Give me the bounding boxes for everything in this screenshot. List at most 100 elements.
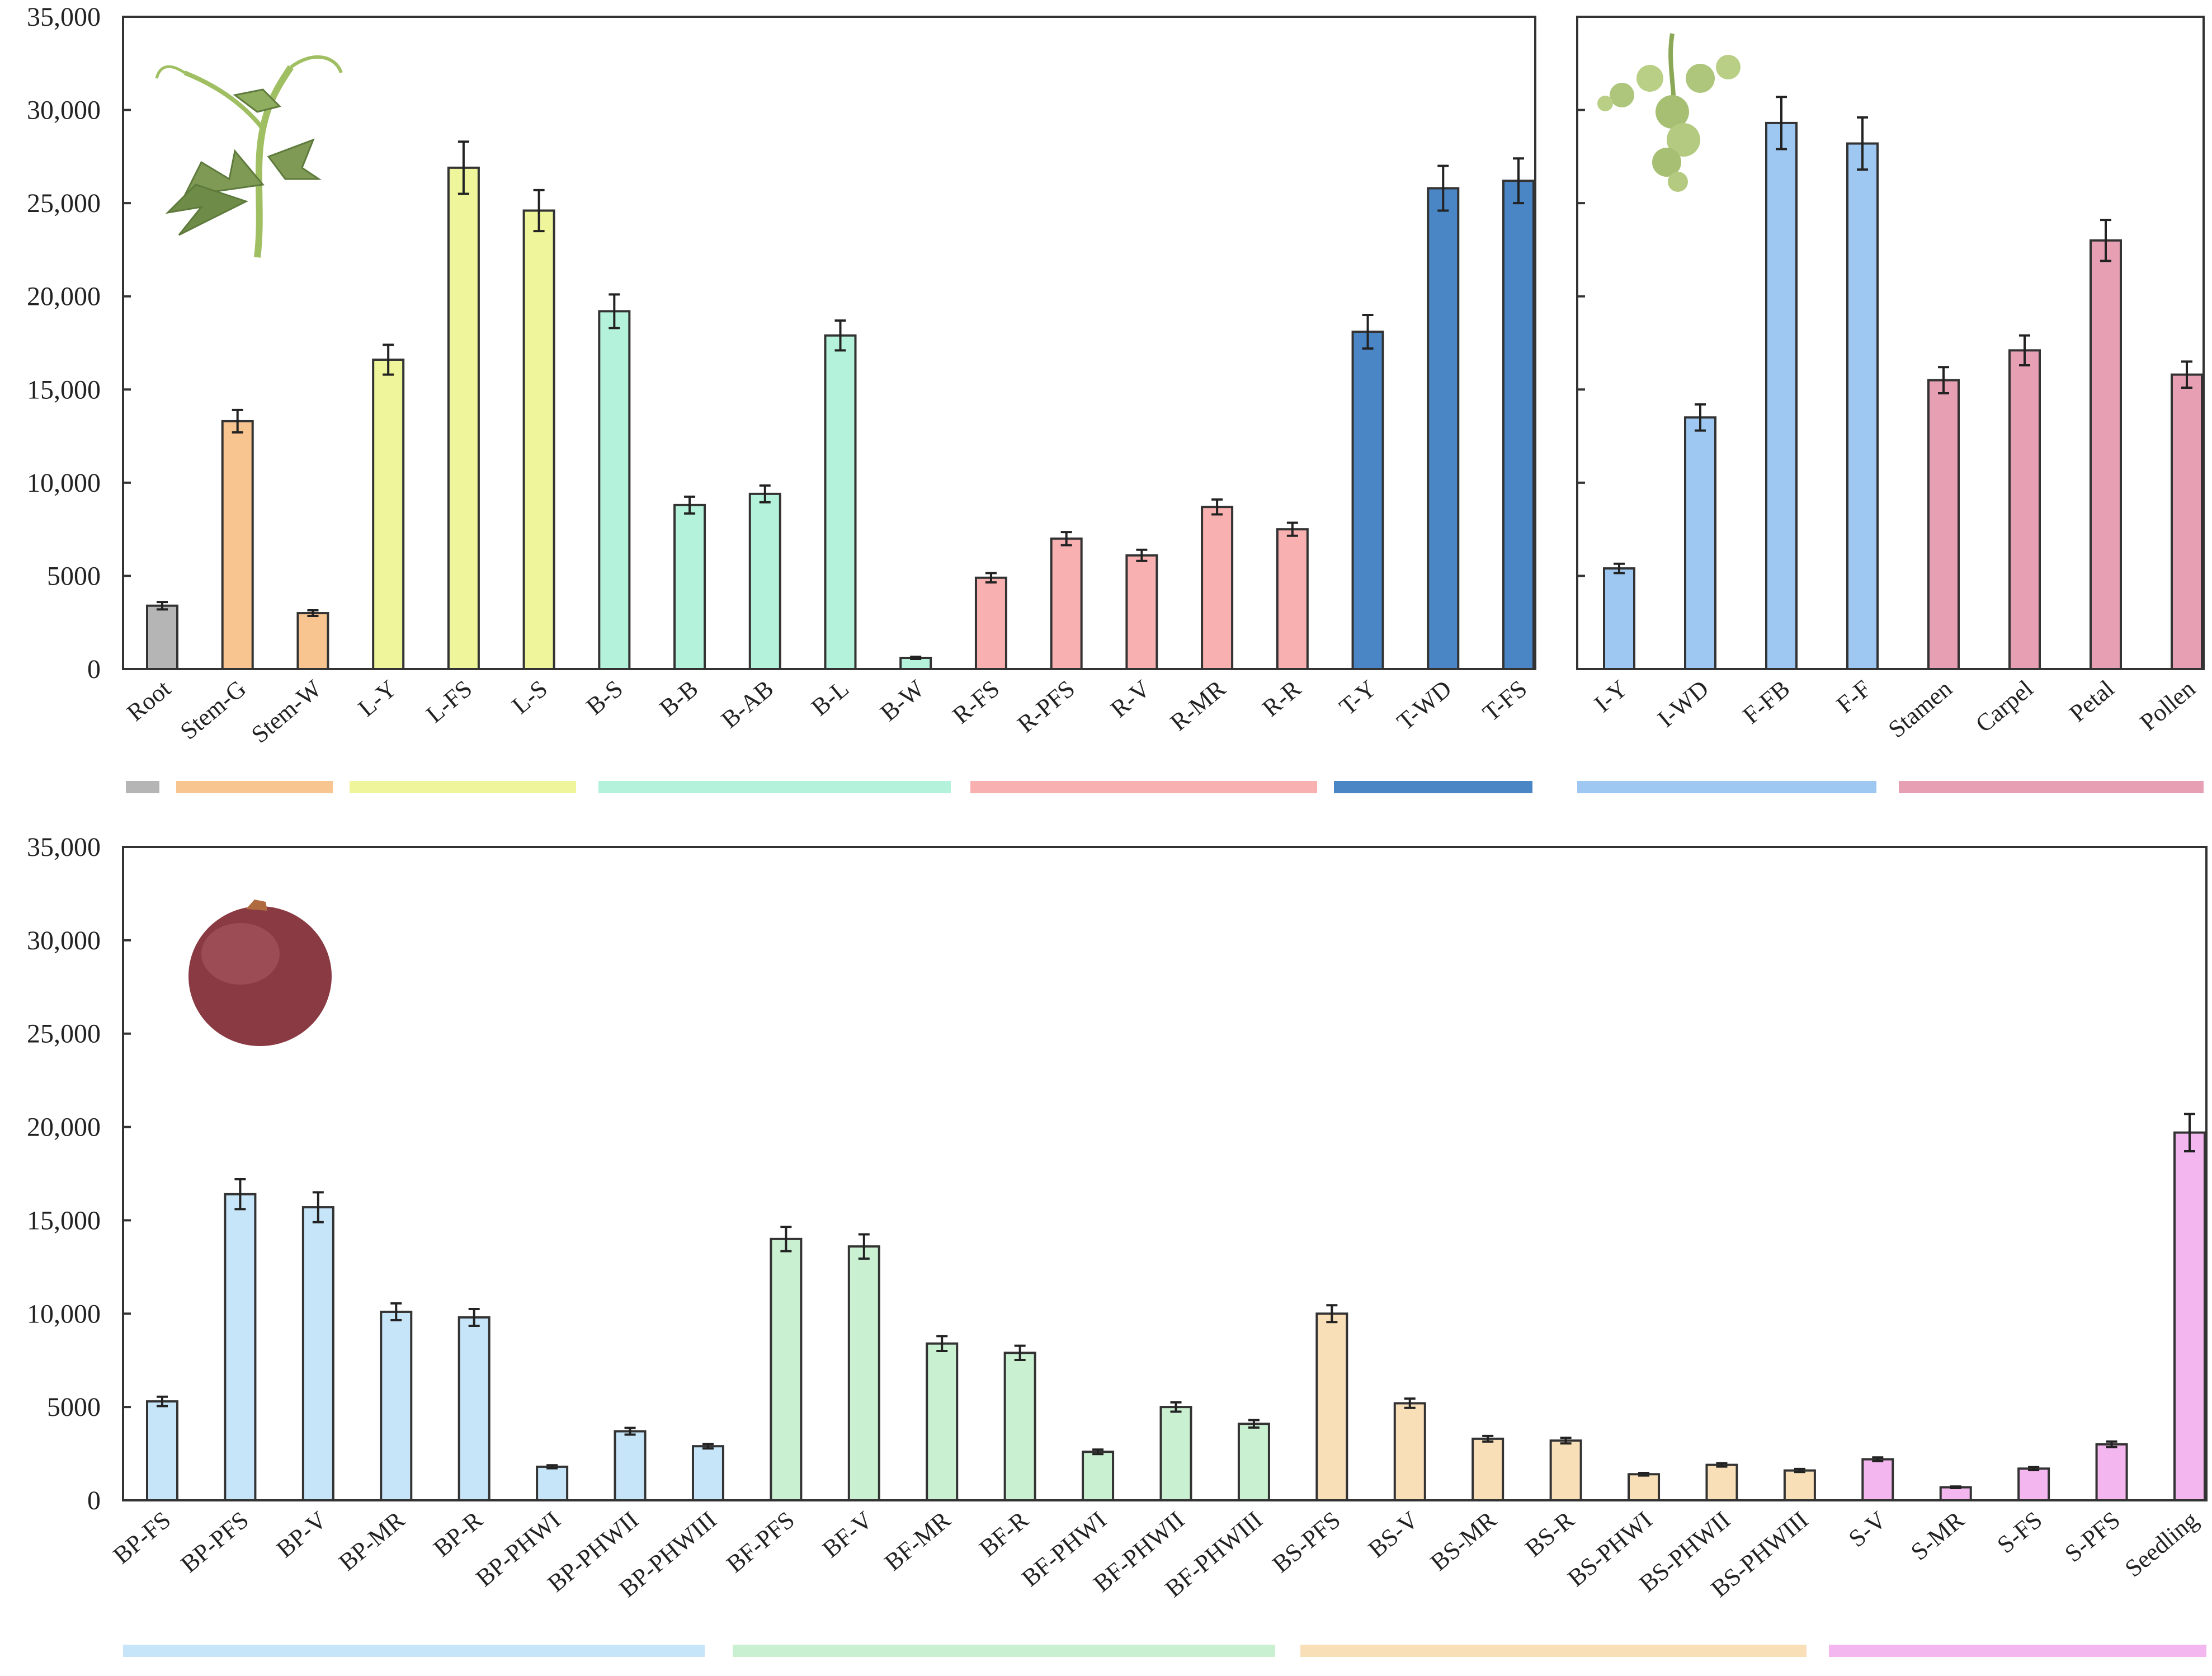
x-tick-label: Pollen [2135, 675, 2201, 736]
bar-b-l [824, 334, 857, 670]
x-tick-label: R-R [1257, 675, 1307, 722]
error-bar-bp-fs [157, 1395, 168, 1407]
bar-bs-v [1393, 1402, 1426, 1501]
y-tick-label: 30,000 [27, 926, 101, 955]
x-tick-label: S-PFS [2059, 1506, 2125, 1567]
bar-bp-fs [146, 1400, 178, 1501]
x-tick-label: BF-R [974, 1506, 1034, 1562]
bar-t-y [1351, 331, 1384, 670]
bar-bp-r [458, 1316, 490, 1501]
bar-f-fb [1765, 121, 1798, 671]
group-strip [1577, 781, 1876, 793]
group-strip [1300, 1645, 1807, 1657]
x-tick-label: BS-V [1363, 1506, 1423, 1563]
error-bar-seedling [2184, 1113, 2195, 1152]
x-tick-label: B-B [654, 675, 704, 722]
y-tick-label: 35,000 [27, 2, 101, 32]
bar-bp-phwiii [691, 1445, 724, 1502]
error-bar-bp-r [468, 1307, 480, 1327]
x-tick-label: S-MR [1906, 1506, 1969, 1566]
error-bar-bs-phwii [1716, 1462, 1728, 1468]
error-bar-bs-phwi [1638, 1471, 1650, 1477]
y-tick-label: 20,000 [27, 282, 101, 312]
error-bar-i-y [1614, 562, 1625, 575]
x-tick-label: R-V [1105, 675, 1155, 723]
x-tick-label: BS-MR [1425, 1506, 1502, 1576]
x-tick-label: B-AB [716, 675, 779, 733]
y-tick-label: 5000 [47, 1392, 101, 1422]
bar-bp-v [301, 1206, 334, 1502]
bar-b-s [598, 310, 631, 670]
group-strip [1829, 1645, 2206, 1657]
error-bar-s-fs [2028, 1466, 2040, 1471]
error-bar-carpel [2019, 334, 2030, 366]
bar-s-pfs [2095, 1443, 2128, 1502]
error-bar-bf-v [858, 1233, 870, 1260]
bar-l-y [372, 358, 405, 670]
x-tick-label: I-Y [1589, 675, 1633, 718]
x-tick-label: L-S [507, 675, 553, 719]
error-bar-bs-r [1560, 1437, 1572, 1445]
error-bar-t-y [1362, 314, 1374, 350]
y-tick-label: 25,000 [27, 189, 101, 218]
bar-t-fs [1502, 180, 1535, 670]
bar-bp-phwii [614, 1430, 647, 1501]
x-tick-label: S-FS [1992, 1506, 2048, 1559]
bar-b-b [673, 503, 706, 670]
grapevine-shoot-picture [155, 55, 343, 258]
x-tick-label: Stem-W [246, 675, 327, 748]
bar-f-f [1846, 142, 1879, 670]
panel-top-right: I-Y I-WD F-FB F-F Stamen Carpel Petal Pollen [1576, 16, 2205, 793]
bar-stem-g [221, 420, 254, 670]
error-bar-b-ab [759, 484, 771, 503]
bar-bs-phwi [1628, 1473, 1661, 1502]
x-tick-label: B-L [806, 675, 854, 721]
error-bar-bf-phwii [1170, 1401, 1182, 1413]
error-bar-t-wd [1437, 164, 1449, 212]
bar-root [146, 604, 178, 671]
bar-r-fs [974, 576, 1007, 671]
x-tick-label: BF-V [817, 1506, 878, 1563]
bar-seedling [2173, 1131, 2206, 1501]
error-bar-s-pfs [2106, 1440, 2117, 1448]
bar-bf-r [1003, 1352, 1036, 1501]
bar-s-v [1861, 1458, 1894, 1501]
x-tick-label: R-FS [947, 675, 1005, 729]
bar-t-wd [1427, 187, 1460, 670]
error-bar-bp-phwii [624, 1427, 636, 1436]
error-bar-r-pfs [1060, 531, 1072, 547]
bar-r-r [1276, 528, 1309, 671]
y-tick-label: 20,000 [27, 1113, 101, 1142]
error-bar-b-b [684, 495, 696, 515]
bar-stamen [1927, 379, 1960, 670]
x-tick-label: L-Y [353, 675, 402, 722]
bar-s-mr [1939, 1486, 1972, 1501]
x-tick-label: F-F [1831, 675, 1876, 718]
error-bar-r-mr [1211, 498, 1223, 516]
x-tick-label: I-WD [1652, 675, 1714, 732]
bar-bf-phwi [1082, 1451, 1115, 1502]
x-tick-label: BP-V [271, 1506, 332, 1563]
error-bar-bp-v [312, 1191, 324, 1223]
y-tick-label: 5000 [47, 561, 101, 591]
error-bar-bs-v [1404, 1397, 1416, 1409]
group-strip [1334, 781, 1532, 793]
x-tick-label: R-MR [1165, 675, 1231, 736]
x-tick-label: B-W [875, 675, 930, 727]
y-tick-label: 35,000 [27, 832, 101, 862]
error-bar-r-v [1136, 548, 1148, 562]
error-bar-bf-phwiii [1248, 1419, 1260, 1429]
x-tick-label: R-PFS [1012, 675, 1080, 738]
error-bar-f-f [1857, 116, 1868, 171]
x-tick-label: Stamen [1883, 675, 1958, 743]
error-bar-bp-phwiii [702, 1443, 714, 1450]
error-bar-l-y [383, 343, 394, 376]
group-strip [970, 781, 1317, 793]
group-strip [126, 781, 159, 793]
inflorescence-picture [1597, 33, 1741, 192]
grape-berry-picture [188, 900, 332, 1046]
x-tick-label: BS-PFS [1267, 1506, 1346, 1578]
bar-b-ab [748, 492, 781, 670]
x-tick-label: BF-MR [879, 1506, 956, 1576]
bar-stem-w [296, 612, 329, 670]
